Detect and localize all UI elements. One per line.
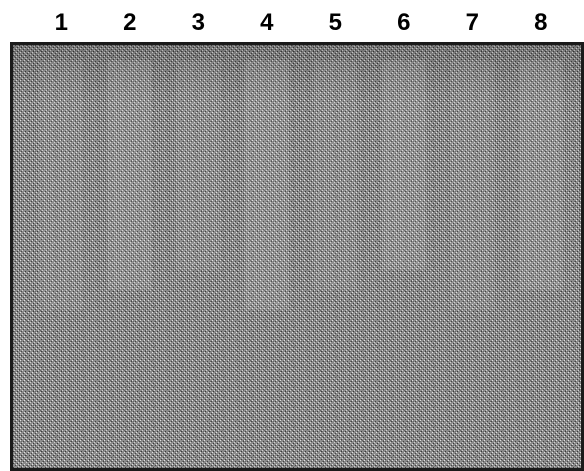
lane-label: 1 (55, 9, 68, 36)
lane-label: 6 (397, 9, 410, 36)
lane-label: 7 (466, 9, 479, 36)
lane (176, 60, 220, 270)
lane (519, 60, 563, 290)
lane-label: 3 (192, 9, 205, 36)
lane (245, 60, 289, 310)
lane-label: 8 (534, 9, 547, 36)
gel-figure: 1 2 3 4 5 6 7 8 (0, 0, 584, 471)
lane-labels: 1 2 3 4 5 6 7 8 (55, 9, 548, 36)
lane-label: 5 (329, 9, 342, 36)
lane-label: 4 (260, 9, 274, 36)
lane-label: 2 (123, 9, 136, 36)
page: 12345678 (() => { const data = JSON.pars… (0, 0, 584, 471)
lane (39, 60, 83, 310)
lane (108, 60, 152, 290)
lane (382, 60, 426, 270)
lane (313, 60, 357, 290)
gel-panel (10, 42, 584, 471)
lane (450, 60, 494, 310)
gel-shading (10, 42, 584, 102)
gel-grain (10, 42, 584, 471)
